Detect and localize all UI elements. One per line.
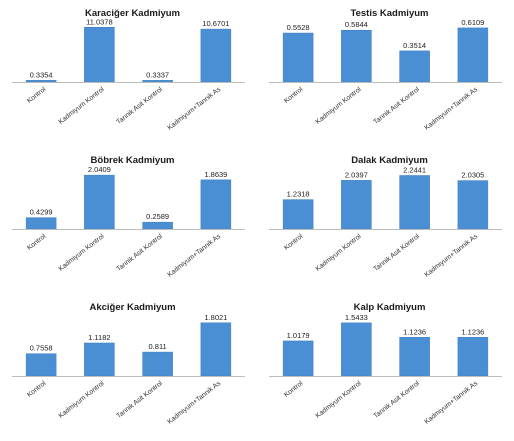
data-label: 0.2589 [146, 212, 169, 221]
x-tick-label: Tannik Asit Kontrol [372, 233, 421, 273]
chart-svg: Böbrek Kadmiyum 0.4299 Kontrol 2.0409 Kadmiy… [12, 155, 245, 279]
bar [341, 322, 372, 377]
x-tick-label: Kontrol [26, 86, 48, 105]
bar [282, 340, 314, 377]
x-tick-label: Kadmiyum+Tannik As [166, 380, 222, 426]
bar [84, 174, 115, 230]
chart-svg: Kalp Kadmiyum 1.0179 Kontrol 1.5433 Kadmiyum… [269, 302, 502, 426]
bar [142, 221, 173, 230]
chart-svg: Karaciğer Kadmiyum 0.3354 Kontrol 11.0378 Ka… [12, 8, 245, 132]
x-tick-label: Kadmiyum+Tannik As [166, 86, 222, 132]
x-tick-label: Kadmiyum Kontrol [58, 380, 106, 420]
bar [399, 337, 430, 377]
chart-title: Akciğer Kadmiyum [89, 302, 175, 313]
data-label: 0.4299 [30, 208, 53, 217]
chart-panel: Dalak Kadmiyum 1.2318 Kontrol 2.0397 Kadmiyu… [257, 147, 514, 294]
bar [399, 175, 430, 230]
x-tick-label: Kadmiyum Kontrol [315, 380, 363, 420]
bar [200, 322, 232, 377]
data-label: 2.0305 [461, 171, 484, 180]
x-tick-label: Tannik Asit Kontrol [372, 86, 421, 126]
chart-title: Kalp Kadmiyum [354, 302, 426, 313]
x-tick-label: Kontrol [26, 380, 48, 399]
x-tick-label: Tannik Asit Kontrol [115, 233, 164, 273]
bar [457, 27, 489, 83]
x-tick-label: Kontrol [283, 380, 305, 399]
x-tick-label: Kadmiyum+Tannik As [423, 233, 479, 279]
data-label: 1.8021 [204, 313, 227, 322]
x-tick-label: Kontrol [283, 233, 305, 252]
chart-panel: Akciğer Kadmiyum 0.7558 Kontrol 1.1182 Kadmi… [0, 294, 257, 441]
bar [457, 180, 489, 230]
chart-panel: Kalp Kadmiyum 1.0179 Kontrol 1.5433 Kadmiyum… [257, 294, 514, 441]
data-label: 0.7558 [30, 344, 53, 353]
bar [282, 32, 314, 83]
x-tick-label: Kadmiyum Kontrol [315, 233, 363, 273]
bar [142, 80, 173, 83]
chart-svg: Akciğer Kadmiyum 0.7558 Kontrol 1.1182 Kadmi… [12, 302, 245, 426]
data-label: 0.6109 [461, 18, 484, 27]
x-tick-label: Kadmiyum+Tannik As [166, 233, 222, 279]
chart-title: Dalak Kadmiyum [351, 155, 428, 166]
chart-title: Karaciğer Kadmiyum [85, 8, 180, 19]
data-label: 0.5528 [287, 23, 310, 32]
x-tick-label: Tannik Asit Kontrol [372, 380, 421, 420]
data-label: 2.2441 [403, 165, 426, 174]
data-label: 1.1236 [461, 327, 484, 336]
x-tick-label: Kadmiyum+Tannik As [423, 86, 479, 132]
bar [341, 29, 372, 83]
bar [142, 351, 173, 377]
chart-panel: Testis Kadmiyum 0.5528 Kontrol 0.5844 Kadmiy… [257, 0, 514, 147]
chart-title: Böbrek Kadmiyum [91, 155, 175, 166]
data-label: 0.5844 [345, 20, 368, 29]
chart-title: Testis Kadmiyum [351, 8, 429, 19]
chart-panel: Karaciğer Kadmiyum 0.3354 Kontrol 11.0378 Ka… [0, 0, 257, 147]
data-label: 0.3337 [146, 70, 169, 79]
data-label: 1.1182 [88, 333, 110, 342]
x-tick-label: Kadmiyum Kontrol [58, 233, 106, 273]
x-tick-label: Kontrol [283, 86, 305, 105]
bar [341, 180, 372, 230]
data-label: 1.8639 [204, 170, 227, 179]
bar [200, 179, 232, 230]
x-tick-label: Tannik Asit Kontrol [115, 380, 164, 420]
chart-svg: Testis Kadmiyum 0.5528 Kontrol 0.5844 Kadmiy… [269, 8, 502, 132]
x-tick-label: Tannik Asit Kontrol [115, 86, 164, 126]
bar [200, 28, 232, 83]
bar [457, 337, 489, 377]
data-label: 1.0179 [287, 331, 310, 340]
data-label: 2.0397 [345, 170, 368, 179]
x-tick-label: Kadmiyum+Tannik As [423, 380, 479, 426]
data-label: 0.3514 [403, 41, 426, 50]
bar [282, 199, 314, 230]
bar [25, 353, 57, 377]
chart-panel: Böbrek Kadmiyum 0.4299 Kontrol 2.0409 Kadmiy… [0, 147, 257, 294]
data-label: 11.0378 [86, 17, 113, 26]
bar [25, 217, 57, 230]
bar [399, 50, 430, 83]
data-label: 1.1236 [403, 327, 426, 336]
data-label: 0.811 [149, 342, 167, 351]
data-label: 1.5433 [345, 313, 368, 322]
data-label: 1.2318 [287, 190, 310, 199]
bar [84, 342, 115, 377]
x-tick-label: Kadmiyum Kontrol [315, 86, 363, 126]
bar [25, 80, 57, 83]
data-label: 2.0409 [88, 165, 111, 174]
chart-svg: Dalak Kadmiyum 1.2318 Kontrol 2.0397 Kadmiyu… [269, 155, 502, 279]
x-tick-label: Kontrol [26, 233, 48, 252]
data-label: 0.3354 [30, 70, 53, 79]
x-tick-label: Kadmiyum Kontrol [58, 86, 106, 126]
bar [84, 27, 115, 83]
data-label: 10.6701 [202, 19, 229, 28]
